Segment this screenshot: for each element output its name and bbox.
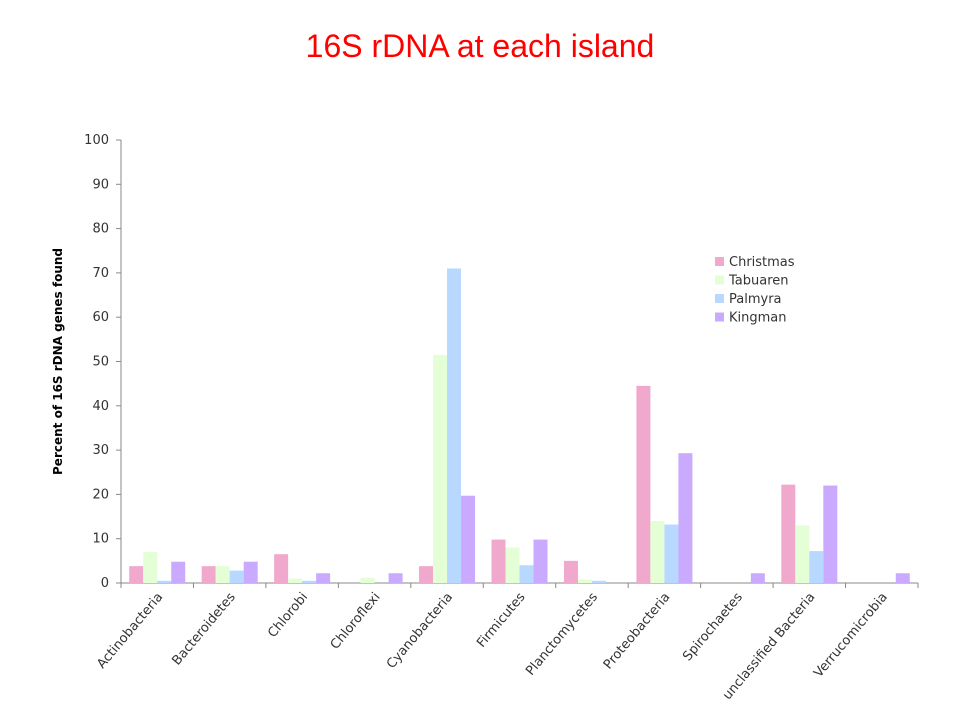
bar-christmas bbox=[491, 539, 506, 583]
legend-label: Tabuaren bbox=[728, 274, 789, 289]
bar-palmyra bbox=[157, 580, 172, 583]
y-tick-label: 0 bbox=[101, 576, 109, 591]
y-tick-label: 30 bbox=[92, 443, 109, 458]
bar-palmyra bbox=[809, 551, 824, 583]
bar-christmas bbox=[563, 560, 578, 583]
y-tick-label: 80 bbox=[92, 222, 109, 237]
bar-kingman bbox=[388, 573, 403, 583]
bar-palmyra bbox=[229, 570, 244, 583]
y-tick-label: 70 bbox=[92, 266, 109, 281]
x-tick-label: Firmicutes bbox=[474, 590, 529, 651]
y-tick-label: 40 bbox=[92, 399, 109, 414]
bar-kingman bbox=[533, 539, 548, 583]
bar-tabuaren bbox=[288, 578, 303, 583]
bar-christmas bbox=[636, 385, 651, 583]
legend-label: Palmyra bbox=[729, 292, 782, 307]
bar-kingman bbox=[171, 561, 186, 583]
chart-legend: Christmas Tabuaren Palmyra Kingman bbox=[715, 255, 795, 326]
bar-palmyra bbox=[302, 580, 317, 583]
legend-label: Christmas bbox=[729, 255, 795, 270]
y-tick-label: 90 bbox=[92, 177, 109, 192]
legend-label: Kingman bbox=[729, 311, 787, 326]
bar-christmas bbox=[781, 484, 796, 583]
bar-tabuaren bbox=[795, 525, 810, 583]
bar-tabuaren bbox=[215, 566, 230, 583]
bar-palmyra bbox=[591, 580, 606, 583]
bar-kingman bbox=[678, 453, 693, 583]
y-tick-label: 60 bbox=[92, 310, 109, 325]
bar-christmas bbox=[129, 566, 144, 583]
x-tick-label: Actinobacteria bbox=[94, 590, 166, 672]
y-axis-ticks: 0 10 20 30 40 50 60 70 80 90 100 bbox=[84, 133, 121, 591]
legend-swatch bbox=[715, 294, 724, 303]
page-title: 16S rDNA at each island bbox=[305, 28, 655, 64]
bar-christmas bbox=[419, 566, 434, 583]
chart-axes bbox=[120, 140, 918, 584]
x-tick-label: Proteobacteria bbox=[601, 590, 674, 672]
legend-swatch bbox=[715, 275, 724, 285]
x-tick-label: Verrucomicrobia bbox=[811, 590, 891, 681]
bar-kingman bbox=[316, 573, 331, 583]
x-tick-label: Cyanobacteria bbox=[384, 590, 456, 672]
bar-christmas bbox=[201, 566, 216, 583]
bar-kingman bbox=[823, 485, 838, 583]
bar-kingman bbox=[461, 495, 476, 583]
x-tick-label: Chloroflexi bbox=[328, 590, 384, 653]
x-tick-label: Chlorobi bbox=[265, 590, 311, 641]
legend-swatch bbox=[715, 257, 724, 266]
y-tick-label: 100 bbox=[84, 133, 109, 148]
bar-kingman bbox=[895, 573, 910, 583]
x-tick-label: Planctomycetes bbox=[523, 590, 601, 679]
bar-palmyra bbox=[447, 268, 462, 583]
bar-kingman bbox=[243, 561, 258, 583]
bar-tabuaren bbox=[577, 579, 592, 583]
y-tick-label: 20 bbox=[92, 487, 109, 502]
x-axis-labels: Actinobacteria Bacteroidetes Chlorobi Chlor… bbox=[94, 583, 919, 703]
bar-tabuaren bbox=[360, 577, 375, 583]
chart-bars bbox=[129, 268, 910, 583]
y-axis-label: Percent of 16S rDNA genes found bbox=[51, 248, 65, 475]
bar-palmyra bbox=[519, 565, 534, 583]
x-tick-label: Bacteroidetes bbox=[169, 590, 238, 669]
x-tick-label: Spirochaetes bbox=[680, 590, 746, 664]
bar-tabuaren bbox=[143, 551, 158, 583]
bar-tabuaren bbox=[650, 520, 665, 583]
y-tick-label: 50 bbox=[92, 355, 109, 370]
legend-swatch bbox=[715, 312, 724, 322]
y-tick-label: 10 bbox=[92, 532, 109, 547]
bar-palmyra bbox=[664, 524, 679, 583]
bar-tabuaren bbox=[433, 354, 448, 583]
bar-kingman bbox=[750, 573, 765, 583]
bar-christmas bbox=[274, 554, 289, 583]
bar-tabuaren bbox=[505, 547, 520, 583]
